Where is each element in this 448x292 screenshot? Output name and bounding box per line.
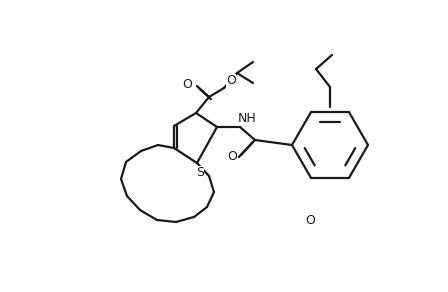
Text: S: S [196, 166, 204, 178]
Text: O: O [226, 74, 236, 86]
Text: O: O [182, 77, 192, 91]
Text: O: O [227, 150, 237, 164]
Text: NH: NH [237, 112, 256, 126]
Text: O: O [305, 213, 315, 227]
